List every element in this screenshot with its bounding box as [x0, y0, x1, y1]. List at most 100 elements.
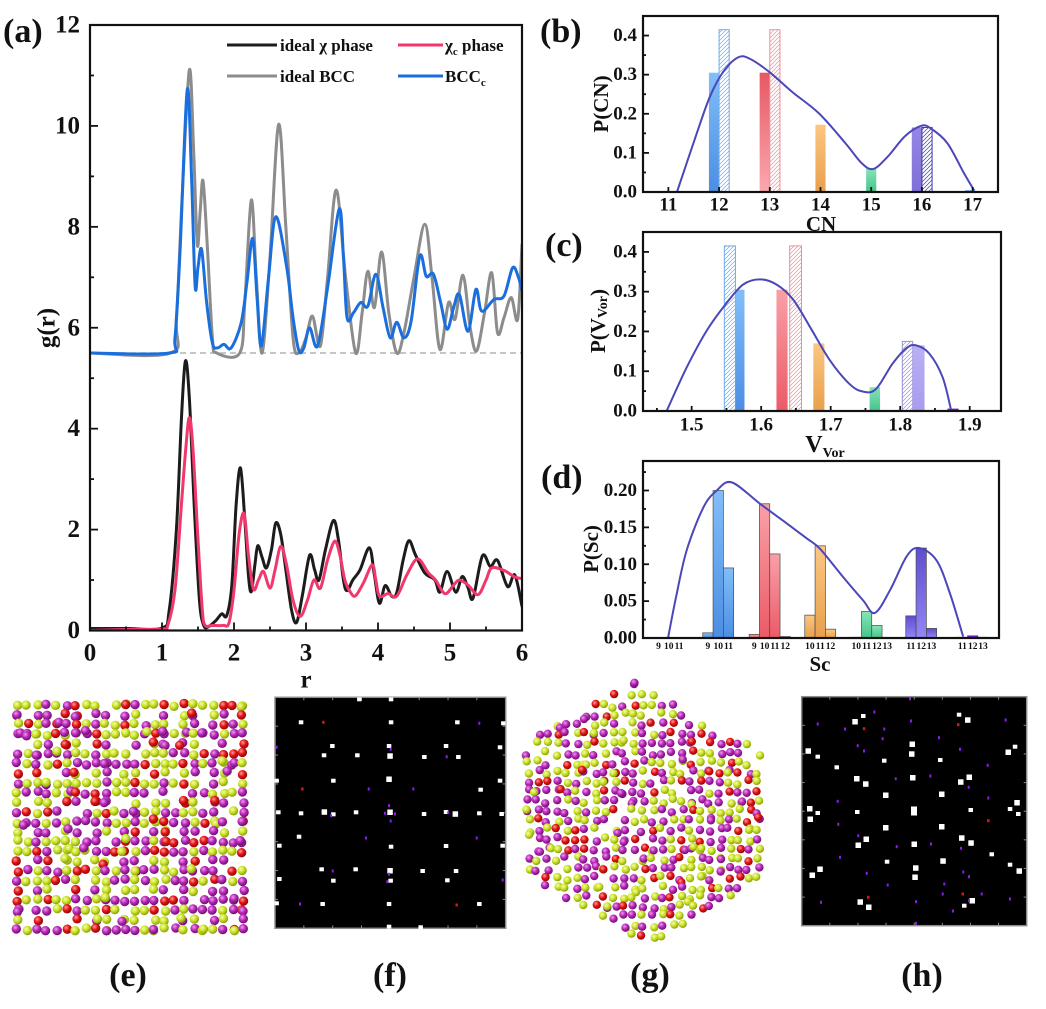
atom-sphere — [178, 719, 188, 729]
bar-solid-red_rev — [776, 289, 788, 411]
atom-sphere — [638, 884, 647, 893]
atom-sphere — [724, 778, 733, 787]
atom-sphere — [677, 749, 687, 758]
atom-sphere — [737, 797, 747, 806]
atom-sphere — [198, 758, 208, 769]
panel-c-voronoi-volume-histogram: (c) 1.5 1.6 1.7 1.8 1.90.00.10.20.30.4 P(VVo… — [545, 227, 1003, 461]
atom-sphere — [744, 874, 754, 883]
bar-solid-blue — [735, 289, 745, 411]
diffraction-spot — [1014, 800, 1020, 806]
diffraction-spot — [968, 840, 974, 846]
atom-sphere — [561, 893, 571, 903]
atom-sphere — [619, 736, 628, 745]
atom-sphere — [666, 871, 675, 881]
y-tick-label: 0.3 — [613, 281, 637, 302]
atom-sphere — [72, 857, 82, 867]
atom-sphere — [160, 906, 171, 916]
weak-diffraction-spot — [968, 875, 970, 879]
atom-sphere — [610, 862, 619, 871]
diffraction-spot — [852, 719, 858, 725]
atom-sphere — [580, 749, 590, 758]
atom-sphere — [12, 710, 22, 720]
atom-sphere — [563, 788, 572, 797]
atom-sphere — [534, 814, 543, 823]
atom-sphere — [69, 767, 79, 777]
x-tick-label: 17 — [963, 195, 983, 216]
atom-sphere — [543, 823, 552, 832]
caption-e: (e) — [109, 957, 147, 994]
atom-sphere — [744, 775, 753, 785]
x-tick-label: 10 — [760, 642, 770, 652]
atom-sphere — [716, 816, 725, 825]
x-tick-label: 4 — [372, 640, 385, 667]
diffraction-spot — [863, 836, 869, 842]
atom-sphere — [238, 906, 248, 916]
atom-sphere — [571, 826, 580, 835]
atom-sphere — [41, 718, 51, 728]
atom-sphere — [571, 751, 580, 760]
atom-sphere — [142, 726, 152, 737]
diffraction-spot — [962, 903, 967, 908]
atom-sphere — [627, 691, 636, 700]
atom-sphere — [707, 846, 716, 856]
diffraction-spot — [817, 866, 823, 872]
atom-sphere — [238, 914, 248, 924]
atom-sphere — [742, 818, 752, 827]
atom-sphere — [188, 877, 199, 887]
atom-sphere — [668, 700, 678, 709]
atom-sphere — [676, 711, 686, 720]
atom-sphere — [564, 816, 573, 826]
atom-sphere — [677, 891, 687, 901]
atom-sphere — [563, 760, 572, 770]
atom-sphere — [659, 775, 669, 785]
diffraction-spot — [857, 899, 863, 905]
atom-sphere — [754, 796, 764, 805]
weak-diffraction-spot — [867, 895, 870, 899]
atom-sphere — [636, 789, 646, 798]
diffraction-spot — [807, 806, 813, 812]
bar-hatched-purple — [921, 126, 933, 192]
atom-sphere — [651, 892, 660, 901]
atom-sphere — [657, 708, 666, 717]
weak-diffraction-spot — [909, 697, 911, 701]
weak-diffraction-spot — [455, 903, 458, 907]
atom-sphere — [579, 727, 589, 737]
atom-sphere — [637, 728, 647, 738]
atom-sphere — [80, 789, 90, 799]
weak-diffraction-spot — [957, 723, 960, 727]
y-tick-label: 0.05 — [604, 591, 637, 612]
atom-sphere — [677, 823, 686, 832]
atom-sphere — [12, 896, 22, 907]
atom-sphere — [188, 807, 198, 817]
diffraction-spot — [353, 810, 359, 815]
atom-sphere — [199, 845, 209, 856]
atom-sphere — [237, 876, 248, 887]
weak-diffraction-spot — [930, 842, 932, 846]
atom-sphere — [237, 770, 248, 780]
atom-sphere — [23, 837, 34, 847]
diffraction-spot — [863, 781, 869, 787]
atom-sphere — [161, 836, 171, 847]
atom-sphere — [599, 739, 608, 748]
diffraction-spot — [443, 810, 449, 814]
atom-sphere — [23, 748, 33, 759]
atom-sphere — [80, 864, 91, 874]
atom-sphere — [602, 760, 611, 770]
atom-sphere — [602, 852, 611, 861]
weak-diffraction-spot — [389, 747, 392, 751]
atom-sphere — [91, 894, 102, 904]
atom-sphere — [574, 863, 583, 872]
atom-sphere — [705, 767, 714, 776]
weak-diffraction-spot — [915, 900, 917, 904]
atom-sphere — [40, 926, 51, 936]
atom-sphere — [718, 749, 727, 759]
diffraction-spot — [965, 717, 971, 723]
atom-sphere — [52, 746, 62, 756]
diffraction-spot — [956, 712, 962, 717]
atom-sphere — [714, 789, 723, 798]
atom-sphere — [649, 826, 658, 835]
weak-diffraction-spot — [986, 763, 989, 767]
atom-sphere — [60, 708, 70, 719]
diffraction-spot — [969, 898, 975, 904]
